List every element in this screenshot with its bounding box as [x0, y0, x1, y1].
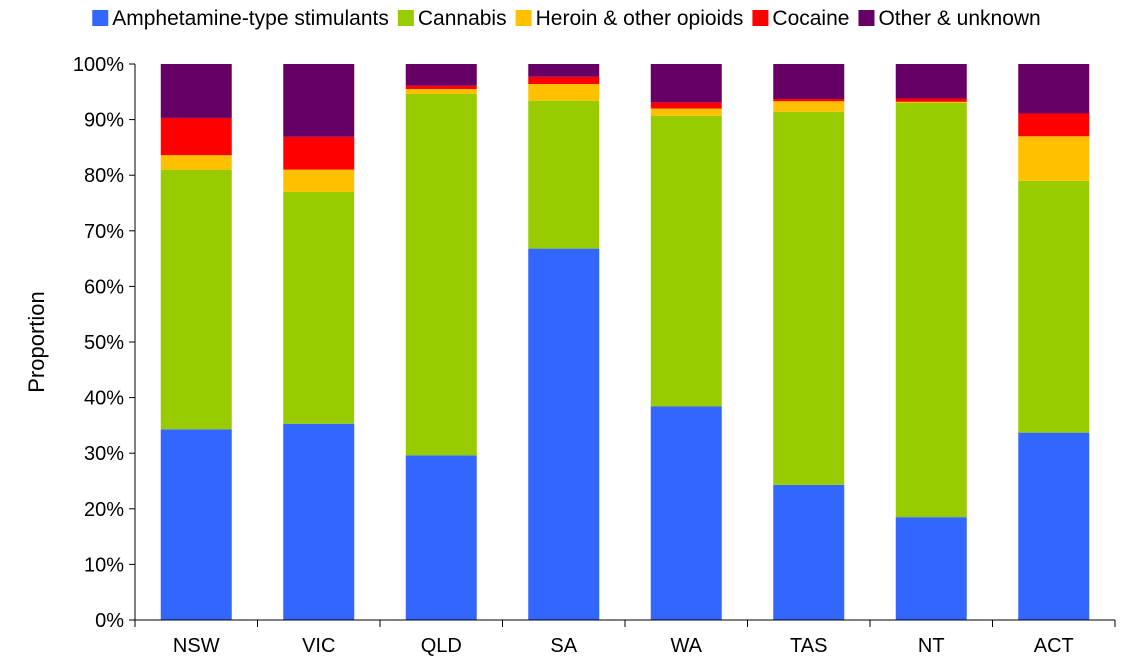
bar-nsw-cocaine	[160, 117, 232, 156]
bar-nt-heroin-and-other-opioids	[895, 101, 967, 103]
bar-nsw-cannabis	[160, 169, 232, 430]
y-tick-label: 20%	[84, 499, 124, 521]
bar-group-tas	[773, 64, 845, 620]
bar-tas-amphetamine-type-stimulants	[773, 484, 845, 620]
bar-qld-heroin-and-other-opioids	[405, 89, 477, 95]
legend-label: Amphetamine-type stimulants	[112, 7, 389, 30]
bar-nsw-amphetamine-type-stimulants	[160, 429, 232, 620]
bar-nt-cannabis	[895, 102, 967, 518]
bar-nsw-other-and-unknown	[160, 64, 232, 118]
x-tick-label-act: ACT	[1034, 635, 1074, 657]
x-tick-label-wa: WA	[671, 635, 703, 657]
bar-tas-heroin-and-other-opioids	[773, 101, 845, 112]
legend-item-heroin-and-other-opioids: Heroin & other opioids	[515, 7, 744, 30]
bar-vic-heroin-and-other-opioids	[283, 169, 355, 192]
bar-wa-cocaine	[650, 102, 722, 109]
legend-item-cannabis: Cannabis	[397, 7, 507, 30]
legend-swatch	[397, 10, 414, 26]
bar-qld-cannabis	[405, 94, 477, 456]
bar-qld-other-and-unknown	[405, 64, 477, 86]
bar-group-nt	[895, 64, 967, 620]
legend-swatch	[515, 10, 532, 26]
bar-act-heroin-and-other-opioids	[1018, 136, 1090, 181]
y-tick-label: 50%	[84, 332, 124, 354]
y-tick-label: 90%	[84, 110, 124, 132]
y-tick-label: 40%	[84, 388, 124, 410]
legend-label: Heroin & other opioids	[536, 7, 744, 30]
y-tick-label: 70%	[84, 221, 124, 243]
bar-wa-cannabis	[650, 115, 722, 407]
x-tick-label-qld: QLD	[421, 635, 462, 657]
legend-swatch	[858, 10, 875, 26]
legend-swatch	[752, 10, 769, 26]
y-tick-label: 60%	[84, 276, 124, 298]
bar-vic-amphetamine-type-stimulants	[283, 423, 355, 620]
bar-group-sa	[528, 64, 600, 621]
bar-group-vic	[283, 64, 355, 620]
bar-group-act	[1018, 64, 1090, 620]
y-tick-label: 0%	[95, 610, 124, 632]
bar-nt-amphetamine-type-stimulants	[895, 517, 967, 620]
legend: Amphetamine-type stimulants Cannabis Heroi…	[92, 7, 1041, 30]
bar-vic-cannabis	[283, 191, 355, 424]
legend-label: Other & unknown	[878, 7, 1040, 30]
bar-qld-cocaine	[405, 85, 477, 90]
bar-sa-amphetamine-type-stimulants	[528, 248, 600, 621]
x-tick-label-tas: TAS	[790, 635, 827, 657]
y-axis-ticks: 0% 10% 20% 30% 40% 50% 60% 70% 80% 90% 100%	[73, 54, 135, 632]
bar-wa-other-and-unknown	[650, 64, 722, 103]
bar-nt-cocaine	[895, 98, 967, 102]
x-tick-label-nsw: NSW	[173, 635, 220, 657]
x-tick-label-sa: SA	[550, 635, 577, 657]
bar-group-nsw	[160, 64, 232, 620]
x-tick-label-vic: VIC	[302, 635, 335, 657]
bar-tas-cannabis	[773, 111, 845, 485]
bar-act-other-and-unknown	[1018, 64, 1090, 114]
bar-nsw-heroin-and-other-opioids	[160, 155, 232, 170]
x-tick-label-nt: NT	[918, 635, 945, 657]
legend-item-amphetamine-type-stimulants: Amphetamine-type stimulants	[92, 7, 389, 30]
legend-swatch	[92, 10, 109, 26]
bar-tas-cocaine	[773, 99, 845, 102]
bar-act-cocaine	[1018, 113, 1090, 137]
legend-label: Cannabis	[418, 7, 507, 30]
bar-sa-heroin-and-other-opioids	[528, 84, 600, 101]
bar-tas-other-and-unknown	[773, 64, 845, 100]
bar-group-qld	[405, 64, 477, 620]
bar-sa-cocaine	[528, 76, 600, 85]
bar-nt-other-and-unknown	[895, 64, 967, 99]
y-tick-label: 10%	[84, 554, 124, 576]
bar-vic-cocaine	[283, 136, 355, 170]
bar-wa-heroin-and-other-opioids	[650, 108, 722, 116]
legend-item-cocaine: Cocaine	[752, 7, 849, 30]
y-tick-label: 30%	[84, 443, 124, 465]
bar-qld-amphetamine-type-stimulants	[405, 455, 477, 620]
plot-area	[160, 64, 1090, 621]
y-tick-label: 100%	[73, 54, 124, 76]
y-axis-title: Proportion	[24, 291, 49, 393]
bar-vic-other-and-unknown	[283, 64, 355, 137]
x-axis-ticks: NSW VIC QLD SA WA TAS NT ACT	[134, 620, 1116, 657]
axes	[134, 64, 1115, 621]
legend-label: Cocaine	[772, 7, 849, 30]
bar-group-wa	[650, 64, 722, 620]
bar-act-amphetamine-type-stimulants	[1018, 432, 1090, 620]
bar-sa-cannabis	[528, 100, 600, 249]
bar-act-cannabis	[1018, 180, 1090, 433]
bar-wa-amphetamine-type-stimulants	[650, 406, 722, 620]
y-tick-label: 80%	[84, 165, 124, 187]
legend-item-other-and-unknown: Other & unknown	[858, 7, 1041, 30]
bar-sa-other-and-unknown	[528, 64, 600, 77]
